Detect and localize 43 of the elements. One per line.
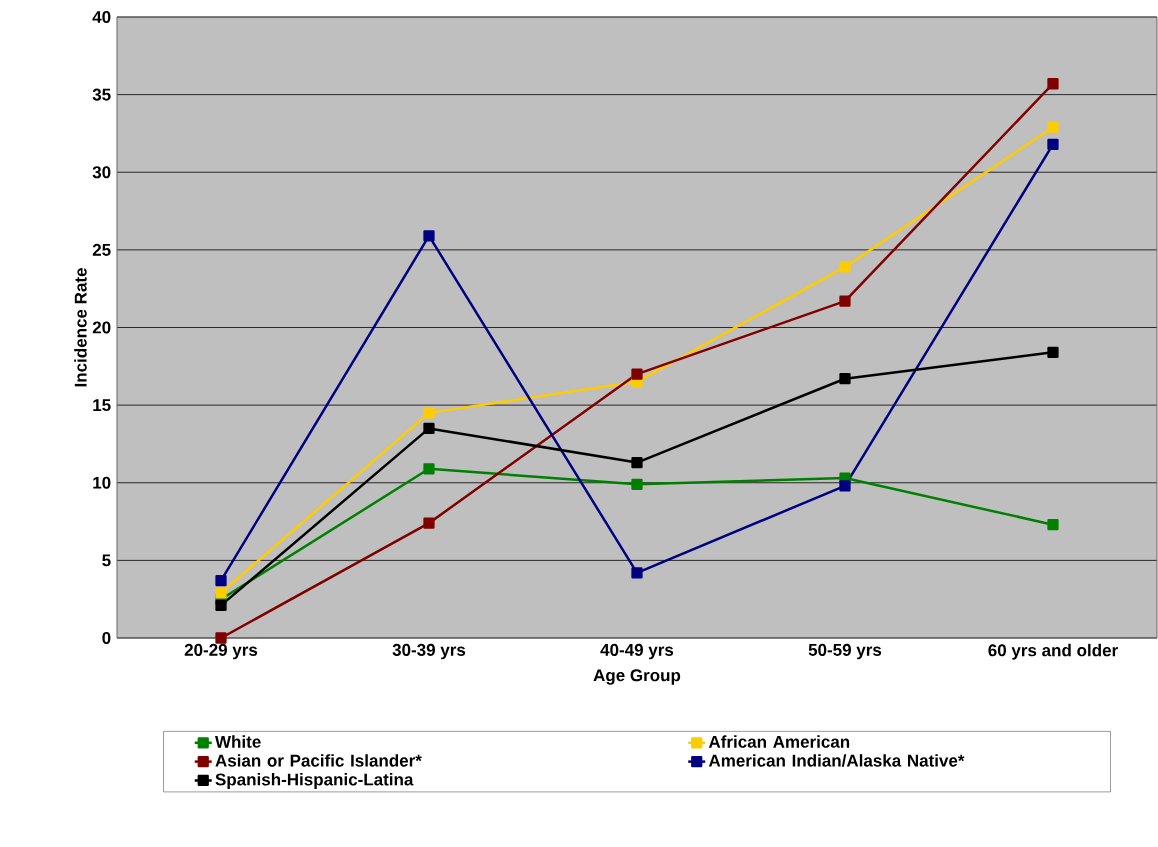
point xyxy=(631,368,643,380)
point xyxy=(423,407,435,419)
x-tick-label: 50-59 yrs xyxy=(808,643,882,660)
legend-label: Spanish-Hispanic-Latina xyxy=(215,773,414,789)
y-tick-label: 20 xyxy=(92,321,111,334)
point xyxy=(215,574,227,587)
legend-label: American Indian/Alaska Native* xyxy=(708,754,965,767)
point xyxy=(631,478,643,490)
point xyxy=(215,599,227,612)
y-tick-label: 10 xyxy=(93,476,111,489)
y-tick-label: 30 xyxy=(92,166,111,179)
y-axis-title: Incidence Rate xyxy=(74,268,87,387)
point xyxy=(215,587,227,599)
x-tick-label: 20-29 yrs xyxy=(184,643,258,660)
point xyxy=(423,422,435,435)
point xyxy=(1047,346,1059,358)
point xyxy=(423,517,435,529)
legend-label: African American xyxy=(708,735,850,748)
x-axis-title: Age Group xyxy=(593,669,681,685)
point xyxy=(839,295,851,307)
y-tick-label: 25 xyxy=(92,243,111,256)
point xyxy=(631,567,643,579)
x-tick-label: 60 yrs and older xyxy=(988,643,1118,660)
point xyxy=(839,261,851,273)
point xyxy=(1047,138,1059,150)
point xyxy=(423,230,435,242)
y-tick-label: 40 xyxy=(92,10,111,24)
legend-label: Asian or Pacific Islander* xyxy=(215,754,422,767)
point xyxy=(1047,78,1059,90)
point xyxy=(839,480,851,492)
legend-label: White xyxy=(215,735,261,748)
point xyxy=(423,463,435,475)
point xyxy=(839,373,851,385)
point xyxy=(631,456,643,469)
y-tick-label: 0 xyxy=(102,631,111,645)
y-tick-label: 5 xyxy=(102,554,111,567)
x-tick-label: 40-49 yrs xyxy=(600,643,674,660)
y-tick-label: 35 xyxy=(92,88,111,101)
point xyxy=(1047,121,1059,133)
x-tick-label: 30-39 yrs xyxy=(392,643,466,660)
y-tick-label: 15 xyxy=(93,399,111,412)
point xyxy=(215,632,227,644)
point xyxy=(1047,519,1059,531)
